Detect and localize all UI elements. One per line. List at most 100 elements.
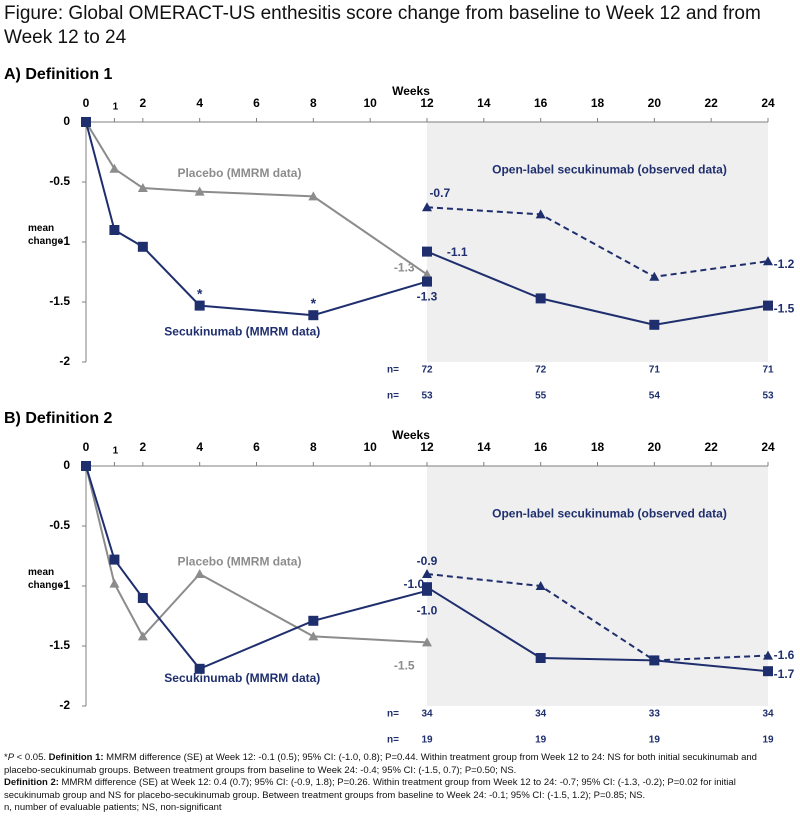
data-label: -1.5 [774,301,795,315]
n-count: 19 [649,735,661,746]
data-label: -1.0 [403,577,424,591]
data-point-triangle [422,202,432,212]
x-tick-label: 1 [113,446,119,457]
data-point-triangle [535,209,546,219]
x-tick-label: 4 [196,440,203,454]
x-tick-label: 14 [477,96,491,110]
data-point-square [649,319,660,330]
x-tick-label: 22 [704,440,718,454]
data-point-triangle [137,631,148,641]
n-row-label: n= [387,365,399,376]
series-line-2 [426,573,769,662]
figure-title: Figure: Global OMERACT-US enthesitis sco… [4,3,761,48]
x-tick-label: 24 [761,96,775,110]
x-tick-label: 22 [704,96,718,110]
data-point-triangle [763,256,773,266]
data-point-square [308,310,319,321]
n-count: 19 [762,735,774,746]
x-axis-title: Weeks [392,428,430,442]
footnote-abbreviations: n, number of evaluable patients; NS, non… [4,802,222,813]
data-point-triangle [194,186,205,196]
series-label: Placebo (MMRM data) [177,555,301,569]
data-label: -1.0 [417,603,438,617]
x-tick-label: 12 [420,440,434,454]
data-point-square [422,276,432,287]
data-label: -1.2 [774,257,795,271]
n-row-label: n= [387,735,399,746]
x-tick-label: 20 [648,96,662,110]
y-tick-label: -1.5 [49,294,70,308]
data-point-square [308,615,319,626]
n-row-label: n= [387,391,399,402]
data-point-triangle [535,581,546,590]
footnote-definition-1: *P < 0.05. Definition 1: MMRM difference… [4,752,757,776]
x-tick-label: 24 [761,440,775,454]
y-tick-label: -0.5 [49,174,70,188]
series-label: Secukinumab (MMRM data) [164,325,320,339]
data-point-square [194,663,205,674]
n-count: 72 [535,365,547,376]
data-point-triangle [109,578,120,588]
x-tick-label: 10 [363,440,377,454]
data-label: -1.6 [774,648,795,662]
series-line-3 [426,586,769,673]
x-tick-label: 8 [310,440,317,454]
series-line-3 [426,250,769,326]
open-label-region-label: Open-label secukinumab (observed data) [492,507,727,521]
x-tick-label: 18 [591,440,605,454]
n-count: 19 [421,735,433,746]
data-point-square [81,461,91,471]
n-count: 55 [535,391,547,402]
data-point-square [535,293,546,304]
n-count: 53 [762,391,774,402]
y-tick-label: -2 [59,698,70,712]
data-point-triangle [763,650,773,660]
data-point-triangle [422,269,432,279]
y-tick-label: -1.5 [49,638,70,652]
x-axis-title: Weeks [392,84,430,98]
data-point-square [649,655,660,666]
x-tick-label: 6 [253,440,260,454]
panel-a-title: A) Definition 1 [4,66,113,83]
data-point-triangle [109,163,120,173]
data-point-square [422,246,432,257]
x-tick-label: 18 [591,96,605,110]
data-point-triangle [649,271,660,281]
data-point-square [109,225,120,235]
chart-definition-1: Open-label secukinumab (observed data) We… [28,84,795,402]
data-label: -1.1 [447,245,468,259]
series-label: Placebo (MMRM data) [177,166,301,180]
data-label: -1.5 [394,659,415,673]
x-tick-label: 10 [363,96,377,110]
series-line-0 [85,121,428,276]
data-point-triangle [194,569,205,578]
n-count: 71 [762,365,774,376]
y-tick-label: 0 [63,114,70,128]
y-tick-label: -2 [59,354,70,368]
y-tick-label: -1 [59,578,70,592]
data-point-square [535,653,546,663]
x-tick-label: 4 [196,96,203,110]
data-point-square [81,117,91,127]
n-count: 34 [535,709,547,720]
n-count: 54 [649,391,661,402]
data-point-triangle [308,191,319,201]
data-point-triangle [422,637,432,647]
y-tick-label: -0.5 [49,518,70,532]
x-tick-label: 2 [139,440,146,454]
n-count: 71 [649,365,661,376]
x-tick-label: 0 [83,440,90,454]
data-point-square [194,300,205,311]
x-tick-label: 14 [477,440,491,454]
x-tick-label: 0 [83,96,90,110]
data-point-square [109,554,120,565]
x-tick-label: 6 [253,96,260,110]
open-label-shaded-region [427,466,768,706]
significance-asterisk: * [311,295,317,311]
n-count: 72 [421,365,433,376]
x-tick-label: 20 [648,440,662,454]
data-label: -1.3 [394,261,415,275]
data-label: -0.9 [417,554,438,568]
data-point-square [763,300,773,311]
series-line-2 [426,206,769,278]
